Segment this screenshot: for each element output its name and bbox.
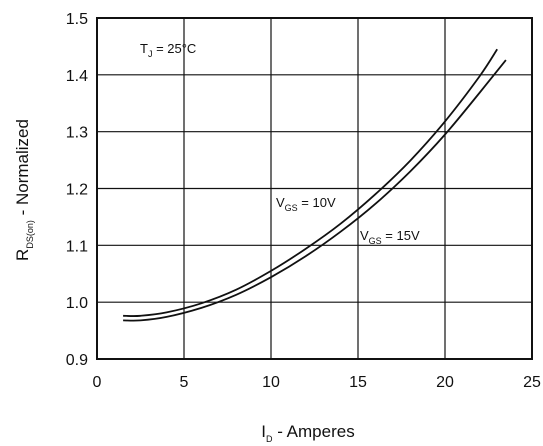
x-tick-label: 15 (349, 374, 367, 391)
series-line-2 (123, 59, 507, 322)
y-tick-label: 1.2 (66, 182, 88, 199)
y-tick-labels: 0.9 1.0 1.1 1.2 1.3 1.4 1.5 (66, 11, 88, 369)
x-tick-label: 0 (93, 374, 102, 391)
x-tick-label: 5 (180, 374, 189, 391)
annotation-temperature: TJ = 25°C (140, 41, 196, 59)
x-tick-label: 20 (436, 374, 454, 391)
series-line-1 (123, 48, 498, 317)
series-lines (123, 48, 507, 322)
annotation-vgs-15v: VGS = 15V (360, 228, 420, 246)
grid-lines (97, 18, 532, 359)
y-tick-label: 1.5 (66, 11, 88, 28)
y-tick-label: 1.1 (66, 238, 88, 255)
annotation-vgs-10v: VGS = 10V (276, 195, 336, 213)
y-tick-label: 0.9 (66, 352, 88, 369)
x-axis-label: ID - Amperes (261, 422, 354, 444)
x-tick-label: 25 (523, 374, 541, 391)
x-tick-labels: 0 5 10 15 20 25 (93, 374, 541, 391)
y-tick-label: 1.4 (66, 68, 88, 85)
x-tick-label: 10 (262, 374, 280, 391)
plot-frame (96, 17, 533, 360)
y-axis-label: RDS(on) - Normalized (13, 119, 35, 261)
y-tick-label: 1.3 (66, 125, 88, 142)
y-tick-label: 1.0 (66, 295, 88, 312)
